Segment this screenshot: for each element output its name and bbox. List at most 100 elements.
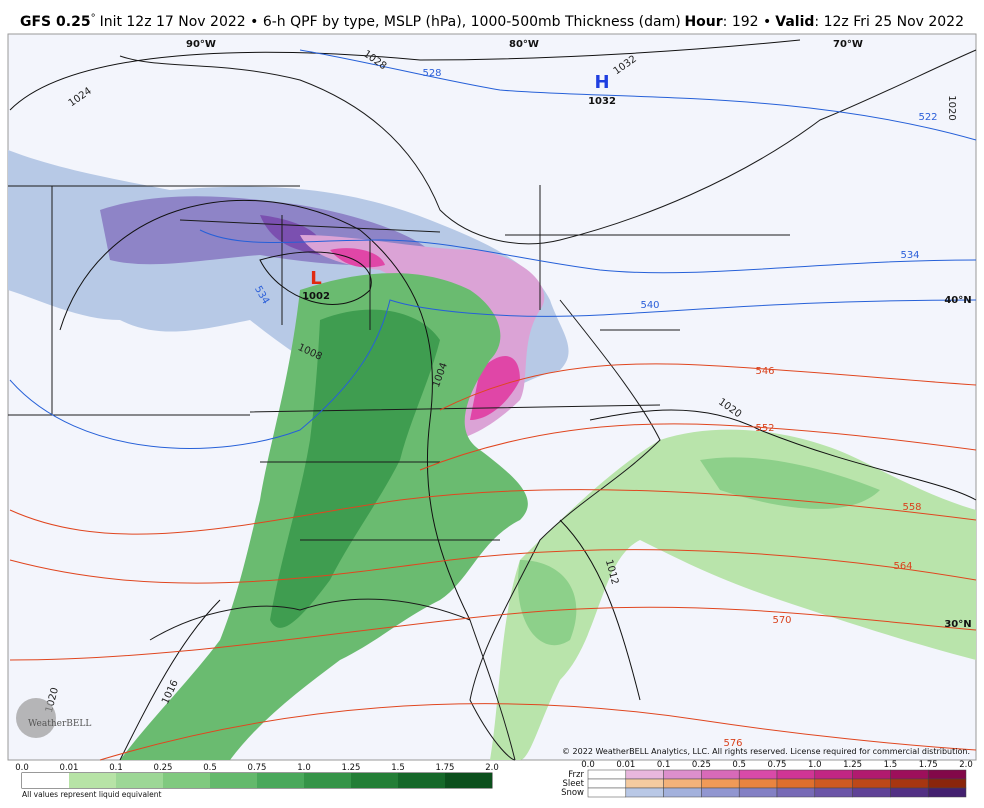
mixed-swatch bbox=[927, 787, 967, 798]
mixed-swatch bbox=[890, 769, 929, 780]
thickness-cold bbox=[9, 49, 977, 449]
map: 90°W 80°W 70°W 40°N 30°N 1024 1028 1032 … bbox=[7, 33, 977, 761]
mixed-tick-label: 0.1 bbox=[657, 760, 671, 770]
mixed-tick-label: 0.01 bbox=[616, 760, 635, 770]
legend: All values represent liquid equivalent 0… bbox=[15, 760, 973, 799]
mixed-swatch bbox=[776, 769, 816, 780]
rain-swatch bbox=[116, 773, 163, 788]
mixed-swatch bbox=[814, 778, 853, 789]
rain-light-east bbox=[490, 429, 976, 760]
high-symbol: H bbox=[594, 72, 609, 93]
mixed-swatch bbox=[663, 769, 702, 780]
mixed-tick-label: 2.0 bbox=[959, 760, 973, 770]
freezing-rain-heavy bbox=[330, 248, 520, 420]
rain-swatch bbox=[351, 773, 398, 788]
mixed-swatch bbox=[625, 778, 664, 789]
latitude-label: 30°N bbox=[944, 619, 971, 630]
mixed-swatch bbox=[814, 769, 853, 780]
rain-swatch bbox=[210, 773, 257, 788]
high-pressure: 1032 bbox=[588, 96, 616, 107]
mixed-swatch bbox=[587, 778, 627, 789]
mixed-swatch bbox=[738, 787, 778, 798]
rain-light-moderate bbox=[518, 457, 880, 646]
mixed-swatch bbox=[814, 787, 853, 798]
rain-swatch bbox=[304, 773, 351, 788]
mixed-swatch bbox=[587, 787, 627, 798]
rain-swatch bbox=[22, 773, 69, 788]
thickness-label: 540 bbox=[640, 300, 659, 311]
mixed-swatch bbox=[776, 787, 816, 798]
rain-heavy bbox=[270, 309, 440, 628]
mixed-swatch bbox=[927, 778, 967, 789]
thickness-label: 564 bbox=[893, 561, 912, 572]
mixed-swatch bbox=[927, 769, 967, 780]
snow-heavy bbox=[260, 215, 322, 255]
low-pressure: 1002 bbox=[302, 291, 330, 302]
logo-globe bbox=[16, 698, 56, 738]
rain-tick-label: 0.5 bbox=[203, 763, 217, 773]
copyright: © 2022 WeatherBELL Analytics, LLC. All r… bbox=[562, 747, 970, 756]
mixed-tick-label: 1.25 bbox=[843, 760, 862, 770]
thickness-label: 534 bbox=[900, 250, 919, 261]
mixed-swatch bbox=[890, 778, 929, 789]
rain-tick-label: 0.01 bbox=[60, 763, 79, 773]
mixed-swatch bbox=[738, 769, 778, 780]
thickness-label: 522 bbox=[918, 112, 937, 123]
mixed-swatch bbox=[587, 769, 627, 780]
rain-tick-label: 1.5 bbox=[391, 763, 405, 773]
mixed-swatch bbox=[738, 778, 778, 789]
logo: WeatherBELL bbox=[28, 719, 91, 729]
mixed-tick-label: 0.25 bbox=[692, 760, 711, 770]
rain-swatch bbox=[445, 773, 492, 788]
mixed-swatch bbox=[663, 787, 702, 798]
mixed-swatch bbox=[625, 769, 664, 780]
mixed-swatch bbox=[852, 769, 891, 780]
mixed-swatch bbox=[701, 787, 740, 798]
thickness-label: 570 bbox=[772, 615, 791, 626]
rain-swatch bbox=[163, 773, 210, 788]
thickness-label: 552 bbox=[755, 423, 774, 434]
rain-tick-label: 0.1 bbox=[109, 763, 123, 773]
header-left: GFS 0.25° Init 12z 17 Nov 2022 • 6-h QPF … bbox=[20, 13, 681, 30]
mixed-swatch bbox=[852, 787, 891, 798]
mixed-tick-label: 0.0 bbox=[581, 760, 595, 770]
longitude-label: 80°W bbox=[509, 39, 539, 50]
mixed-swatch bbox=[852, 778, 891, 789]
mixed-swatch bbox=[776, 778, 816, 789]
thickness-label: 576 bbox=[723, 738, 742, 749]
rain-tick-label: 1.25 bbox=[342, 763, 361, 773]
isobars bbox=[9, 39, 977, 761]
low-symbol: L bbox=[310, 268, 321, 289]
mixed-tick-label: 1.0 bbox=[808, 760, 822, 770]
thickness-warm bbox=[9, 363, 977, 761]
rain-tick-label: 0.0 bbox=[15, 763, 29, 773]
rain-swatch bbox=[398, 773, 445, 788]
mixed-tick-label: 0.5 bbox=[732, 760, 746, 770]
boundaries bbox=[8, 49, 977, 761]
rain-swatch bbox=[69, 773, 116, 788]
mixed-swatch bbox=[701, 778, 740, 789]
mixed-tick-label: 0.75 bbox=[768, 760, 787, 770]
rain-tick-label: 1.75 bbox=[436, 763, 455, 773]
rain-tick-label: 1.0 bbox=[297, 763, 311, 773]
mixed-type-label: Sleet bbox=[562, 779, 584, 789]
thickness-label: 558 bbox=[902, 502, 921, 513]
thickness-label: 546 bbox=[755, 366, 774, 377]
mixed-swatch bbox=[890, 787, 929, 798]
mixed-type-label: Snow bbox=[561, 788, 584, 798]
mixed-tick-label: 1.5 bbox=[884, 760, 898, 770]
header-right: Hour: 192 • Valid: 12z Fri 25 Nov 2022 bbox=[684, 14, 964, 30]
mixed-swatch bbox=[701, 769, 740, 780]
mixed-tick-label: 1.75 bbox=[919, 760, 938, 770]
rain-tick-label: 0.25 bbox=[154, 763, 173, 773]
isobar-label: 1020 bbox=[946, 95, 957, 120]
mixed-type-label: Frzr bbox=[568, 770, 584, 780]
mixed-swatch bbox=[625, 787, 664, 798]
legend-note: All values represent liquid equivalent bbox=[22, 790, 161, 799]
mixed-swatch bbox=[663, 778, 702, 789]
latitude-label: 40°N bbox=[944, 295, 971, 306]
rain-swatch bbox=[257, 773, 304, 788]
rain-tick-label: 0.75 bbox=[248, 763, 267, 773]
rain-tick-label: 2.0 bbox=[485, 763, 499, 773]
